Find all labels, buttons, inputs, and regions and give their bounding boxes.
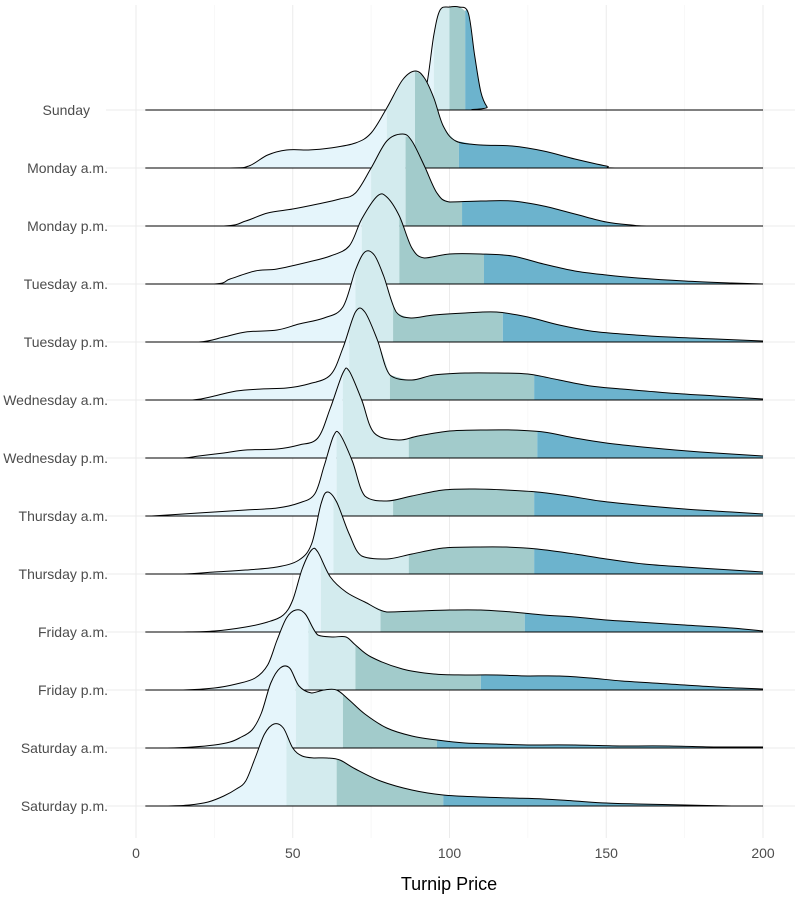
ridge-outline: [145, 491, 764, 575]
y-tick-label: Saturday a.m.: [21, 740, 108, 756]
ridge-friday-a-m: [145, 547, 764, 633]
ridge-wednesday-p-m: [145, 367, 764, 459]
ridge-outline: [145, 193, 764, 285]
y-tick-label: Sunday: [43, 102, 90, 118]
ridges: [145, 5, 764, 807]
ridge-fill-q1: [145, 609, 309, 690]
ridge-fill-q4: [436, 740, 763, 748]
ridge-fill-q3: [408, 429, 538, 458]
ridge-outline: [145, 430, 764, 517]
grid-lines: [106, 5, 795, 838]
ridge-saturday-a-m: [145, 665, 763, 749]
ridge-fill-q1: [145, 35, 435, 110]
y-tick-label: Tuesday a.m.: [24, 276, 108, 292]
x-tick-label: 50: [285, 845, 301, 861]
ridge-sunday: [145, 5, 763, 111]
ridge-outline: [145, 609, 764, 691]
y-tick-label: Saturday p.m.: [21, 798, 108, 814]
ridge-outline: [145, 307, 764, 401]
ridge-fill-q3: [342, 695, 437, 748]
ridge-fill-q3: [399, 216, 485, 284]
ridge-fill-q2: [286, 734, 337, 806]
ridge-fill-q2: [333, 498, 409, 574]
y-tick-label: Wednesday p.m.: [3, 450, 108, 466]
ridge-fill-q1: [145, 219, 362, 284]
y-tick-label: Thursday p.m.: [19, 566, 108, 582]
x-tick-label: 200: [751, 845, 775, 861]
y-tick-label: Friday p.m.: [38, 682, 108, 698]
x-tick-label: 150: [595, 845, 619, 861]
ridge-outline: [145, 723, 763, 807]
ridge-fill-q4: [502, 313, 763, 342]
ridge-tuesday-a-m: [145, 193, 764, 285]
ridge-fill-q3: [449, 6, 466, 110]
ridge-fill-q3: [380, 609, 525, 632]
ridge-fill-q3: [393, 488, 535, 516]
ridge-fill-q1: [145, 168, 372, 226]
ridge-fill-q2: [342, 369, 409, 458]
ridge-outline: [145, 250, 764, 343]
ridge-fill-q3: [415, 71, 459, 168]
ridge-thursday-a-m: [145, 430, 764, 517]
ridge-fill-q4: [443, 795, 763, 806]
ridge-fill-q1: [145, 373, 343, 458]
ridge-outline: [145, 367, 764, 459]
ridge-fill-q3: [389, 372, 535, 400]
ridge-fill-q4: [462, 200, 763, 226]
ridge-fill-q4: [537, 431, 763, 458]
y-tick-label: Tuesday p.m.: [24, 334, 108, 350]
y-tick-label: Monday a.m.: [27, 160, 108, 176]
ridge-fill-q3: [336, 759, 444, 806]
x-tick-label: 0: [132, 845, 140, 861]
ridge-outline: [145, 547, 764, 633]
ridge-fill-q4: [480, 674, 763, 690]
ridge-wednesday-a-m: [145, 307, 764, 401]
y-axis-labels: Sunday Monday a.m. Monday p.m. Tuesday a.m.…: [3, 102, 108, 814]
ridge-fill-q4: [458, 141, 763, 168]
ridge-fill-q1: [145, 108, 387, 168]
x-axis-ticks: 0 50 100 150 200: [132, 845, 775, 861]
ridge-monday-p-m: [145, 133, 763, 227]
ridge-fill-q4: [483, 254, 763, 284]
ridge-fill-q2: [433, 6, 450, 111]
ridge-fill-q1: [145, 270, 356, 342]
x-tick-label: 100: [438, 845, 462, 861]
ridge-saturday-p-m: [145, 723, 763, 807]
ridge-fill-q1: [145, 666, 296, 748]
ridge-friday-p-m: [145, 609, 764, 691]
ridge-fill-q4: [533, 491, 763, 516]
ridge-fill-q3: [405, 136, 463, 226]
ridge-fill-q1: [145, 433, 337, 516]
ridge-outline: [145, 665, 763, 749]
ridge-fill-q3: [355, 645, 481, 690]
ridge-monday-a-m: [145, 70, 763, 169]
y-tick-label: Monday p.m.: [27, 218, 108, 234]
ridge-fill-q3: [408, 546, 535, 574]
ridge-fill-q1: [145, 723, 287, 806]
ridge-fill-q1: [145, 330, 350, 400]
ridge-outline: [145, 70, 763, 169]
ridge-fill-q2: [349, 309, 390, 400]
ridge-outline: [145, 133, 763, 227]
x-axis-title: Turnip Price: [401, 874, 497, 894]
ridge-fill-q4: [534, 375, 763, 400]
ridge-fill-q4: [465, 9, 763, 110]
ridge-fill-q2: [295, 680, 343, 748]
ridge-fill-q2: [336, 432, 394, 516]
y-tick-label: Friday a.m.: [38, 624, 108, 640]
y-tick-label: Wednesday a.m.: [3, 392, 108, 408]
y-tick-label: Thursday a.m.: [19, 508, 108, 524]
ridge-fill-q3: [393, 303, 503, 342]
ridge-fill-q4: [533, 548, 763, 574]
